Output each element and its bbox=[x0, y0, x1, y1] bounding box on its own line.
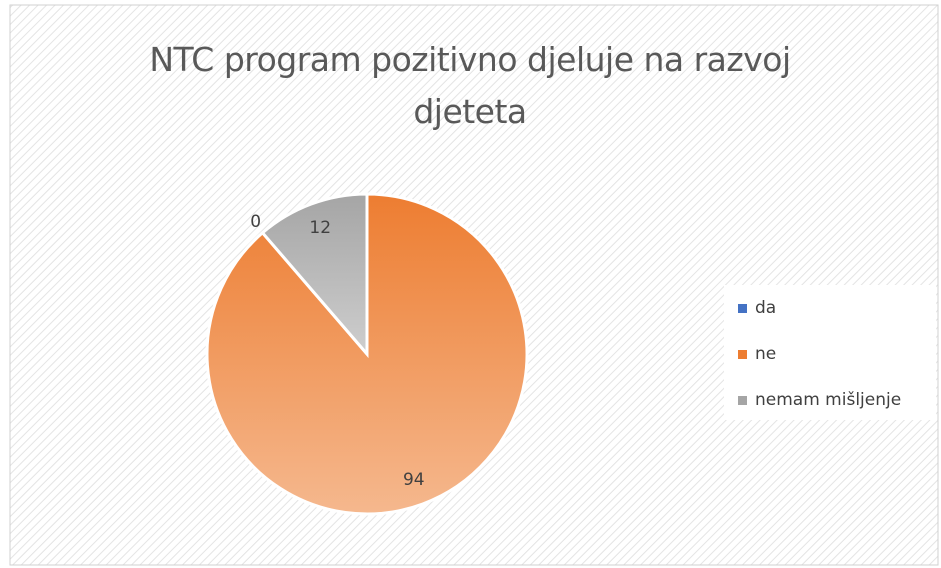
chart-title: NTC program pozitivno djeluje na razvoj … bbox=[149, 40, 791, 131]
legend-swatch bbox=[738, 396, 747, 405]
data-label: 12 bbox=[309, 218, 331, 238]
legend-box bbox=[724, 285, 936, 420]
legend-swatch bbox=[738, 304, 747, 313]
legend-swatch bbox=[738, 350, 747, 359]
legend-label: da bbox=[755, 298, 776, 318]
legend-label: nemam mišljenje bbox=[755, 390, 901, 410]
data-label: 94 bbox=[403, 470, 425, 490]
legend-label: ne bbox=[755, 344, 776, 364]
data-label: 0 bbox=[250, 212, 261, 232]
pie-slice bbox=[260, 192, 369, 359]
